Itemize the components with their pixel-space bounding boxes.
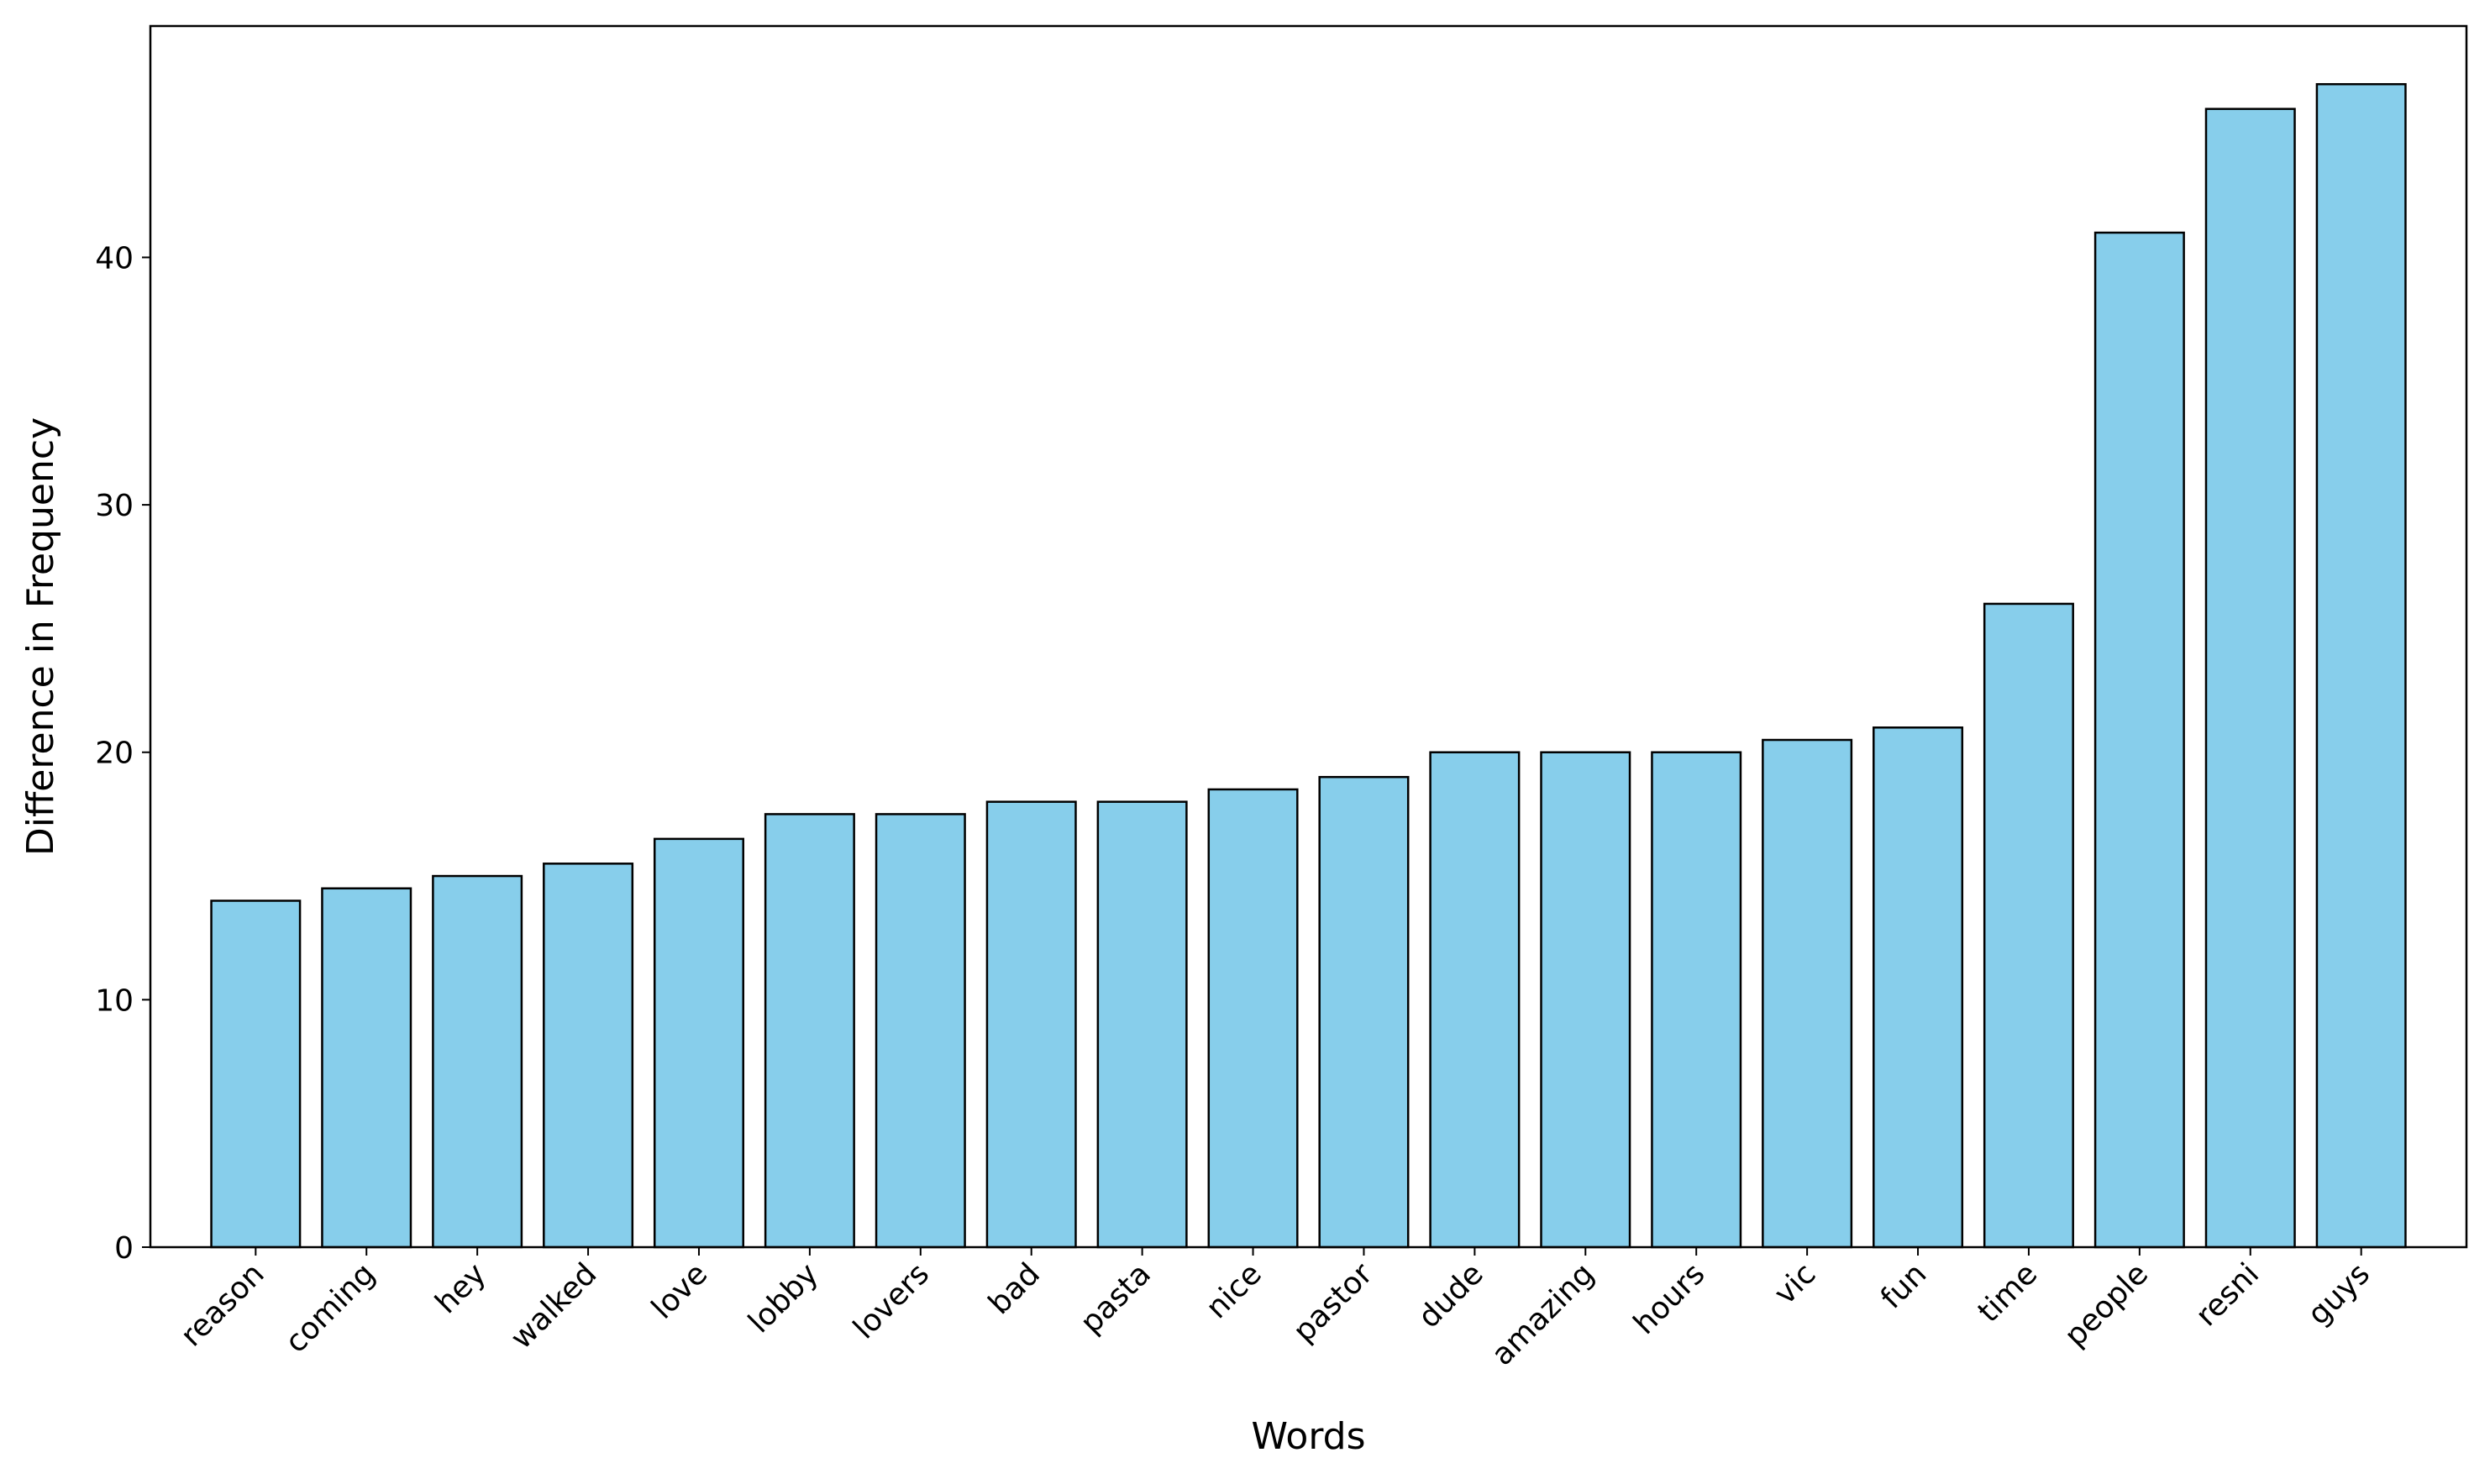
bar-pasta	[1096, 800, 1188, 1249]
bars-layer	[210, 82, 2407, 1249]
bar-walked	[543, 863, 634, 1249]
x-tick-label-people: people	[2058, 1256, 2155, 1353]
x-axis-ticks: reason coming hey walked love lobby lovers bad p…	[175, 1247, 2377, 1372]
bar-hours	[1651, 751, 1742, 1249]
bar-bad	[985, 800, 1077, 1249]
bar-amazing	[1540, 751, 1631, 1249]
x-tick-label-bad: bad	[982, 1256, 1047, 1321]
bar-lovers	[875, 813, 966, 1249]
y-axis-ticks: 0 10 20 30 40	[95, 241, 150, 1266]
bar-reason	[210, 899, 302, 1249]
y-tick-label-0: 0	[114, 1231, 134, 1266]
y-tick-label-20: 20	[95, 737, 134, 771]
x-tick-label-walked: walked	[504, 1256, 603, 1356]
x-axis-label: Words	[1251, 1415, 1365, 1458]
bar-dude	[1429, 751, 1521, 1249]
x-tick-label-love: love	[645, 1256, 714, 1325]
y-tick-label-30: 30	[95, 489, 134, 523]
y-axis-label: Difference in Frequency	[19, 417, 62, 856]
bar-resni	[2204, 107, 2296, 1249]
y-tick-label-10: 10	[95, 983, 134, 1018]
bar-pastor	[1318, 775, 1410, 1249]
x-tick-label-guys: guys	[2301, 1256, 2377, 1332]
bar-love	[653, 837, 744, 1249]
x-tick-label-hours: hours	[1627, 1256, 1712, 1341]
bar-fun	[1873, 726, 1964, 1249]
bar-hey	[432, 874, 523, 1249]
x-tick-label-reason: reason	[175, 1256, 271, 1353]
bar-people	[2093, 231, 2185, 1249]
x-tick-label-time: time	[1972, 1256, 2045, 1329]
x-tick-label-lobby: lobby	[742, 1256, 825, 1340]
x-tick-label-hey: hey	[429, 1256, 493, 1320]
bar-coming	[321, 887, 412, 1249]
x-tick-label-pasta: pasta	[1074, 1256, 1158, 1340]
x-tick-label-coming: coming	[279, 1256, 382, 1360]
x-tick-label-nice: nice	[1200, 1256, 1269, 1325]
bar-lobby	[764, 813, 855, 1249]
x-tick-label-pastor: pastor	[1287, 1256, 1379, 1349]
bar-nice	[1207, 788, 1299, 1249]
x-tick-label-vic: vic	[1768, 1256, 1822, 1311]
x-tick-label-dude: dude	[1412, 1256, 1490, 1335]
x-tick-label-lovers: lovers	[847, 1256, 936, 1345]
bar-vic	[1762, 738, 1853, 1249]
x-tick-label-resni: resni	[2189, 1256, 2266, 1333]
bar-guys	[2315, 82, 2407, 1249]
x-tick-label-fun: fun	[1874, 1256, 1933, 1315]
y-tick-label-40: 40	[95, 241, 134, 275]
bar-time	[1983, 602, 2074, 1249]
plot-frame	[149, 24, 2468, 1249]
x-tick-label-amazing: amazing	[1485, 1256, 1601, 1372]
